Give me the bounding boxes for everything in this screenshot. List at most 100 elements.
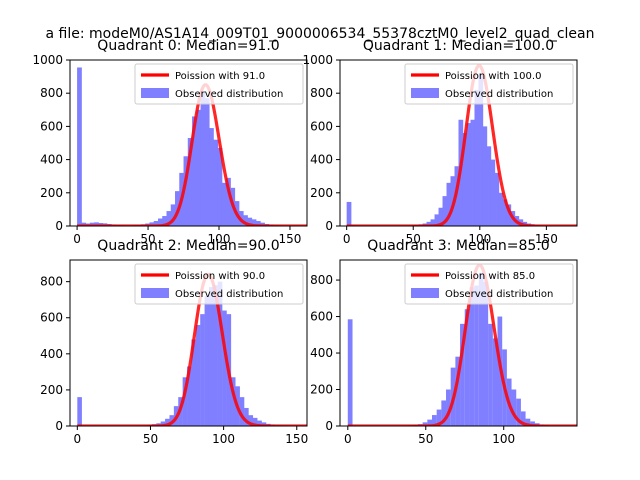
y-tick-label: 800 bbox=[40, 86, 63, 100]
figure-suptitle: a file: modeM0/AS1A14_009T01_9000006534_… bbox=[46, 26, 595, 42]
histogram-bar bbox=[217, 147, 223, 226]
legend: Poission with 90.0 Observed distribution bbox=[134, 263, 304, 305]
histogram-bar bbox=[455, 356, 461, 426]
histogram-bar bbox=[217, 281, 223, 426]
histogram-bar bbox=[430, 219, 436, 226]
x-tick-label: 50 bbox=[143, 432, 158, 446]
histogram-bar bbox=[183, 156, 189, 226]
legend-histogram-label: Observed distribution bbox=[445, 289, 553, 300]
histogram-bar bbox=[516, 398, 521, 426]
histogram-bar bbox=[89, 222, 95, 226]
histogram-bar bbox=[260, 222, 265, 226]
histogram-bar bbox=[187, 366, 192, 426]
axes-frame bbox=[339, 259, 578, 427]
histogram-bar bbox=[431, 415, 437, 426]
y-tick-label: 200 bbox=[40, 383, 63, 397]
y-tick-label: 0 bbox=[55, 219, 63, 233]
histogram-bar bbox=[469, 287, 475, 426]
histogram-bar bbox=[346, 201, 352, 226]
axes-frame bbox=[69, 259, 308, 427]
histogram-bar bbox=[153, 221, 159, 226]
legend: Poission with 100.0 Observed distribution bbox=[404, 63, 574, 105]
histogram-bar bbox=[182, 377, 188, 426]
histogram-bar bbox=[192, 116, 197, 226]
histogram-bar bbox=[166, 211, 172, 226]
histogram-bar bbox=[464, 309, 470, 426]
x-tick-label: 150 bbox=[535, 232, 558, 246]
legend-box bbox=[404, 63, 574, 105]
histogram-bar bbox=[200, 91, 206, 226]
histogram-bar bbox=[492, 338, 498, 426]
histogram-bar bbox=[462, 133, 468, 226]
histogram-bar bbox=[162, 216, 167, 226]
histogram-bar bbox=[213, 139, 219, 226]
histogram-bar bbox=[488, 323, 493, 426]
histogram-bar bbox=[466, 123, 472, 226]
y-tick-label: 0 bbox=[325, 219, 333, 233]
x-tick-label: 100 bbox=[468, 232, 491, 246]
histogram-bar bbox=[494, 172, 500, 226]
histogram-bar bbox=[441, 400, 447, 426]
histogram-bar bbox=[520, 411, 526, 426]
histogram-bar bbox=[196, 109, 202, 226]
histogram-bar bbox=[195, 324, 201, 426]
histogram-bar bbox=[165, 418, 170, 426]
x-tick-label: 50 bbox=[418, 432, 433, 446]
histogram-bar bbox=[498, 192, 504, 226]
histogram-bar bbox=[247, 217, 253, 226]
y-tick-label: 200 bbox=[310, 186, 333, 200]
legend-box bbox=[134, 63, 304, 105]
histogram-bar bbox=[170, 204, 176, 226]
subplot-title: Quadrant 1: Median=100.0 bbox=[363, 38, 554, 54]
histogram-bar bbox=[226, 177, 231, 226]
histogram-bar bbox=[511, 389, 517, 426]
histogram-bar bbox=[252, 417, 258, 426]
histogram-bar bbox=[502, 199, 508, 226]
histogram-bar bbox=[200, 314, 205, 426]
histogram-bar bbox=[255, 221, 261, 226]
x-tick-label: 50 bbox=[406, 232, 421, 246]
histogram-bar bbox=[209, 128, 214, 226]
x-tick-label: 0 bbox=[343, 232, 351, 246]
histogram-bar bbox=[149, 222, 155, 226]
y-tick-label: 800 bbox=[310, 86, 333, 100]
y-tick-label: 0 bbox=[325, 419, 333, 433]
histogram-bar bbox=[347, 319, 353, 426]
histogram-bar bbox=[478, 73, 484, 226]
histogram-bar bbox=[446, 182, 452, 226]
plot-area bbox=[347, 263, 577, 426]
histogram-bar bbox=[426, 221, 432, 226]
legend: Poission with 85.0 Observed distribution bbox=[404, 263, 574, 305]
histogram-bar bbox=[208, 287, 214, 426]
histogram-bar bbox=[438, 207, 444, 226]
x-tick-label: 50 bbox=[140, 232, 155, 246]
y-tick-label: 1000 bbox=[302, 53, 333, 67]
legend-box bbox=[404, 263, 574, 305]
histogram-bar bbox=[460, 323, 465, 426]
y-tick-label: 1000 bbox=[32, 53, 63, 67]
histogram-bar bbox=[243, 215, 248, 226]
histogram-bar bbox=[506, 204, 512, 226]
histogram-bar bbox=[222, 310, 227, 426]
legend: Poission with 91.0 Observed distribution bbox=[134, 63, 304, 105]
legend-histogram-label: Observed distribution bbox=[445, 89, 553, 100]
y-tick-label: 0 bbox=[55, 419, 63, 433]
histogram-bar bbox=[251, 219, 257, 226]
subplot-quadrant-2: 0 50 100 150 0 200 400 600 800 Quadrant 2: Median… bbox=[40, 238, 308, 446]
x-tick-label: 0 bbox=[344, 432, 352, 446]
histogram-bar bbox=[204, 98, 210, 226]
histogram-bar bbox=[187, 138, 193, 226]
histogram-bar bbox=[204, 296, 210, 426]
legend-histogram-label: Observed distribution bbox=[175, 89, 283, 100]
y-tick-label: 600 bbox=[310, 310, 333, 324]
x-tick-label: 100 bbox=[492, 432, 515, 446]
x-tick-label: 0 bbox=[73, 232, 81, 246]
y-tick-label: 800 bbox=[40, 275, 63, 289]
legend-histogram-swatch bbox=[141, 288, 169, 298]
histogram-bar bbox=[160, 421, 166, 426]
histogram-bar bbox=[530, 421, 535, 426]
subplot-quadrant-0: 0 50 100 150 0 200 400 600 800 1000 Quadrant 0: Me… bbox=[32, 38, 308, 246]
histogram-bar bbox=[474, 285, 479, 426]
histogram-bar bbox=[77, 397, 82, 426]
